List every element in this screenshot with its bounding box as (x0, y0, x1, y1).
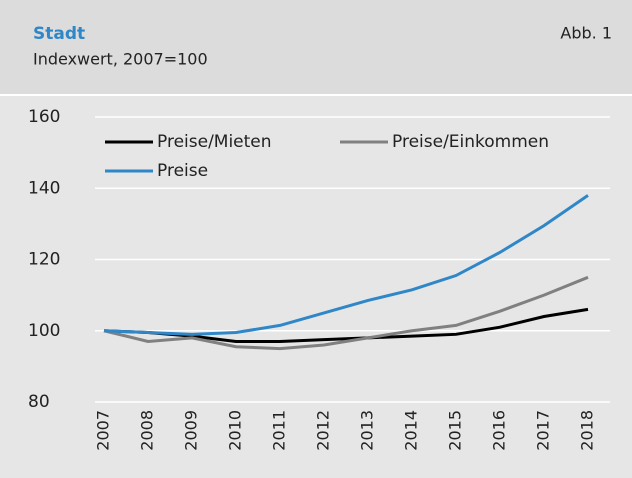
legend-label: Preise (157, 161, 208, 181)
legend-label: Preise/Mieten (157, 132, 272, 152)
y-tick-label: 120 (28, 250, 60, 270)
x-tick-label: 2012 (314, 410, 333, 451)
header-band (0, 0, 632, 94)
y-tick-label: 80 (28, 392, 50, 412)
chart-title: Stadt (33, 24, 85, 44)
x-tick-label: 2010 (226, 410, 245, 451)
x-tick-label: 2008 (138, 410, 157, 451)
x-tick-label: 2013 (358, 410, 377, 451)
x-tick-label: 2014 (402, 410, 421, 451)
y-tick-label: 140 (28, 178, 60, 198)
x-tick-label: 2011 (270, 410, 289, 451)
x-tick-label: 2015 (446, 410, 465, 451)
series-line (103, 275, 589, 351)
annotation: Abb. 1 (560, 24, 612, 43)
chart-subtitle: Indexwert, 2007=100 (33, 50, 208, 69)
y-tick-label: 100 (28, 321, 60, 341)
legend-label: Preise/Einkommen (392, 132, 549, 152)
x-tick-label: 2017 (534, 410, 553, 451)
x-tick-label: 2009 (182, 410, 201, 451)
y-tick-label: 160 (28, 107, 60, 127)
series-line (103, 194, 589, 336)
x-tick-label: 2007 (94, 410, 113, 451)
x-tick-label: 2018 (578, 410, 597, 451)
x-tick-label: 2016 (490, 410, 509, 451)
